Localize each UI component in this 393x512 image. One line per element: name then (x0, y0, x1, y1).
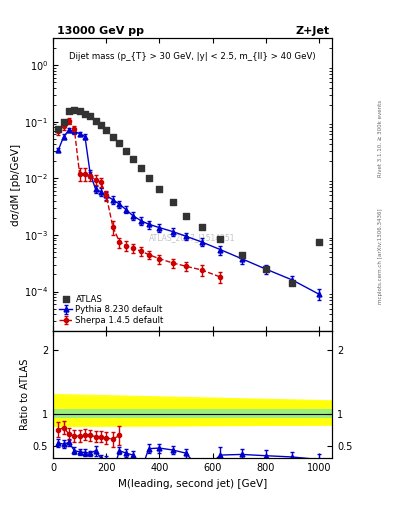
ATLAS (169, 198, 176, 206)
ATLAS (138, 164, 144, 173)
Text: Dijet mass (p_{T} > 30 GeV, |y| < 2.5, m_{ll} > 40 GeV): Dijet mass (p_{T} > 30 GeV, |y| < 2.5, m… (69, 52, 316, 60)
ATLAS (77, 107, 83, 115)
ATLAS (217, 235, 224, 243)
Text: mcplots.cern.ch [arXiv:1306.3436]: mcplots.cern.ch [arXiv:1306.3436] (378, 208, 383, 304)
ATLAS (116, 139, 123, 147)
ATLAS (130, 155, 136, 163)
ATLAS (87, 112, 94, 120)
Y-axis label: dσ/dM [pb/GeV]: dσ/dM [pb/GeV] (11, 144, 21, 226)
ATLAS (103, 126, 109, 134)
Text: Z+Jet: Z+Jet (296, 26, 330, 36)
ATLAS (98, 121, 104, 129)
ATLAS (110, 133, 116, 141)
ATLAS (289, 279, 296, 287)
ATLAS (145, 175, 152, 183)
ATLAS (183, 211, 189, 220)
ATLAS (92, 117, 99, 125)
ATLAS (263, 265, 269, 273)
Text: Rivet 3.1.10, ≥ 300k events: Rivet 3.1.10, ≥ 300k events (378, 100, 383, 177)
ATLAS (199, 223, 205, 231)
ATLAS (66, 107, 72, 115)
ATLAS (71, 106, 77, 115)
Y-axis label: Ratio to ATLAS: Ratio to ATLAS (20, 359, 30, 430)
ATLAS (61, 118, 67, 126)
ATLAS (316, 238, 322, 246)
ATLAS (123, 146, 129, 155)
ATLAS (55, 125, 62, 133)
X-axis label: M(leading, second jet) [GeV]: M(leading, second jet) [GeV] (118, 479, 267, 488)
Text: 13000 GeV pp: 13000 GeV pp (57, 26, 144, 36)
Text: ATLAS_2017_I1514251: ATLAS_2017_I1514251 (149, 233, 236, 242)
Legend: ATLAS, Pythia 8.230 default, Sherpa 1.4.5 default: ATLAS, Pythia 8.230 default, Sherpa 1.4.… (56, 291, 167, 328)
ATLAS (82, 110, 88, 118)
ATLAS (156, 185, 162, 193)
ATLAS (239, 250, 245, 259)
